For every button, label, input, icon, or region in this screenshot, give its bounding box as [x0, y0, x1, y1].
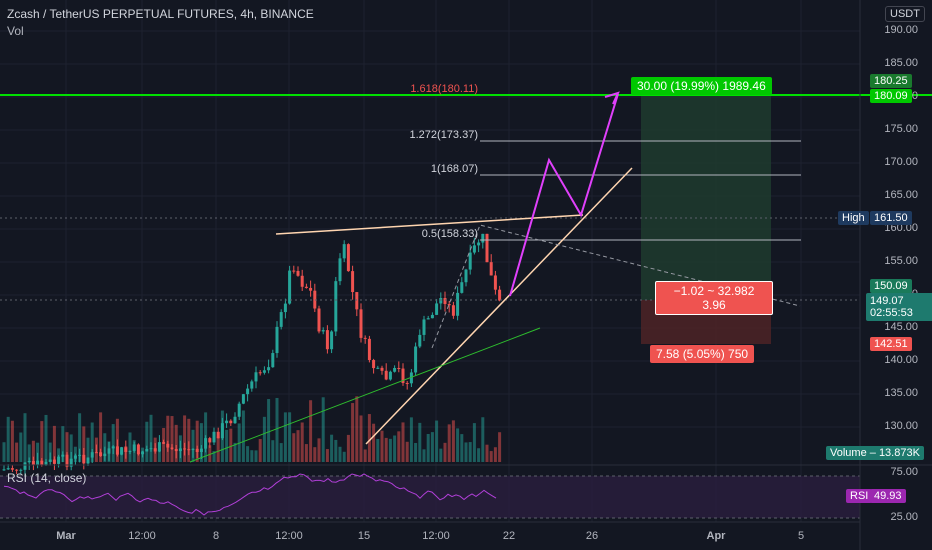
price-tick: 175.00: [884, 123, 918, 135]
price-tick: 165.00: [884, 189, 918, 201]
time-tick: 12:00: [275, 530, 303, 542]
time-tick: 15: [357, 530, 371, 542]
volume-indicator-label: Vol: [7, 24, 24, 38]
risk-ratio-line2: 3.96: [702, 298, 726, 312]
projection-arrowhead: [604, 91, 620, 105]
price-tick: 155.00: [884, 255, 918, 267]
support-trendline[interactable]: [365, 167, 633, 445]
fib-anchor-dashed: [431, 224, 801, 349]
price-tick: 140.00: [884, 354, 918, 366]
price-tick: 135.00: [884, 387, 918, 399]
price-tick: 185.00: [884, 57, 918, 69]
target-box[interactable]: 30.00 (19.99%) 1989.46: [631, 77, 772, 95]
current-price-value: 149.07: [870, 295, 904, 307]
fib-1272-label: 1.272(173.37): [410, 129, 479, 141]
target-upper-tag: 180.25: [870, 74, 912, 88]
fib-05-label: 0.5(158.33): [422, 228, 478, 240]
rsi-upper-tick: 75.00: [890, 466, 918, 478]
rsi-band: [0, 476, 860, 518]
currency-button[interactable]: USDT: [885, 6, 925, 22]
time-tick: 26: [585, 530, 599, 542]
target-lower-tag: 180.09: [870, 89, 912, 103]
volume-tag-label: Volume: [830, 447, 867, 459]
time-tick: 12:00: [422, 530, 450, 542]
high-tag-label: High: [838, 211, 869, 225]
fib-1-label: 1(168.07): [431, 163, 478, 175]
rsi-label: RSI (14, close): [7, 471, 87, 485]
risk-ratio-line1: −1.02 ~ 32.982: [673, 284, 755, 298]
projection-path[interactable]: [509, 93, 619, 297]
stop-box[interactable]: 7.58 (5.05%) 750: [650, 345, 755, 363]
price-tick: 145.00: [884, 321, 918, 333]
risk-ratio-box[interactable]: −1.02 ~ 32.982 3.96: [655, 281, 773, 315]
rsi-line: [3, 473, 497, 516]
time-tick: Mar: [56, 530, 76, 542]
high-tag-value: 161.50: [870, 211, 912, 225]
volume-tag-value: 13.873K: [878, 447, 920, 459]
entry-price-tag: 150.09: [870, 279, 912, 293]
price-tick: 170.00: [884, 156, 918, 168]
price-tick: 160.00: [884, 222, 918, 234]
profit-zone: [641, 96, 771, 300]
time-tick: 22: [502, 530, 516, 542]
rsi-tag-value: 49.93: [870, 489, 906, 503]
long-term-trendline[interactable]: [189, 327, 541, 463]
symbol-title: Zcash / TetherUS PERPETUAL FUTURES, 4h, …: [7, 7, 314, 21]
price-tick: 130.00: [884, 420, 918, 432]
fib-1618-label: 1.618(180.11): [410, 83, 478, 95]
volume-tag: Volume – 13.873K: [826, 446, 924, 460]
candle-countdown: 02:55:53: [870, 307, 913, 319]
rsi-lower-tick: 25.00: [890, 511, 918, 523]
stop-loss-tag: 142.51: [870, 337, 912, 351]
time-tick: 5: [797, 530, 805, 542]
price-tick: 190.00: [884, 24, 918, 36]
time-tick: 8: [212, 530, 220, 542]
current-price-tag: 149.07 02:55:53: [866, 293, 932, 321]
rsi-tag-label: RSI: [846, 489, 873, 503]
time-tick: Apr: [706, 530, 726, 542]
time-tick: 12:00: [128, 530, 156, 542]
